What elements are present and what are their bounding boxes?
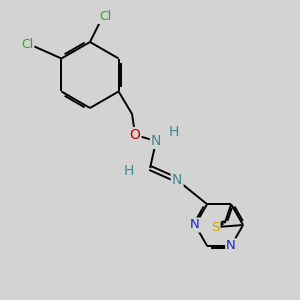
Text: N: N (172, 173, 182, 187)
Text: Cl: Cl (99, 10, 111, 23)
Text: S: S (211, 220, 220, 234)
Text: N: N (172, 173, 182, 187)
Text: H: H (124, 164, 134, 178)
Text: H: H (169, 125, 179, 139)
Text: N: N (151, 134, 161, 148)
Text: N: N (226, 239, 236, 252)
Text: O: O (130, 128, 140, 142)
Text: Cl: Cl (21, 38, 33, 52)
Text: N: N (190, 218, 200, 232)
